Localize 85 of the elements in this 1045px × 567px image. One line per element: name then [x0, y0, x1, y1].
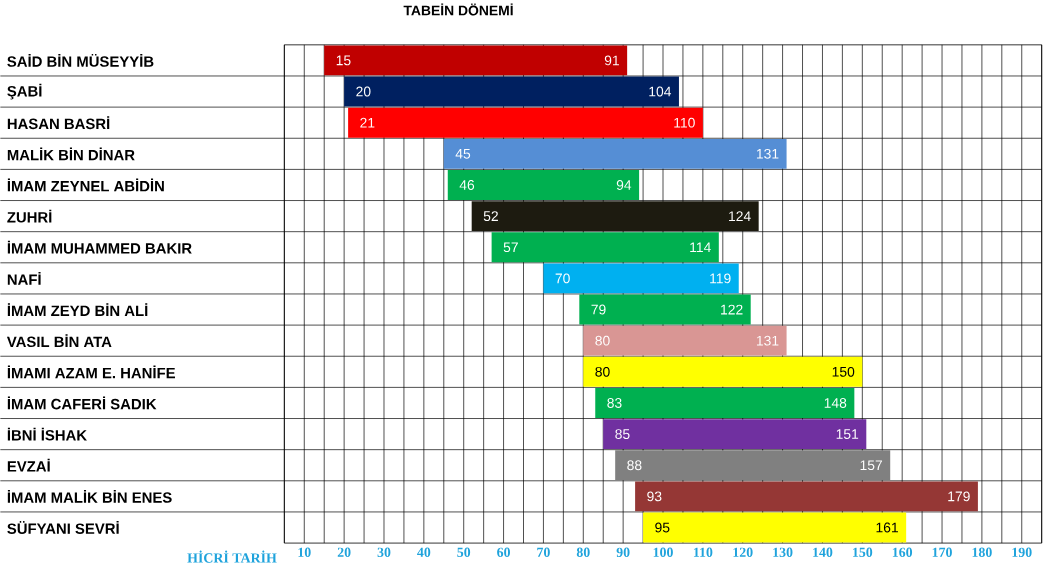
y-tick-label: İMAM CAFERİ SADIK	[7, 396, 157, 410]
bar	[491, 232, 719, 263]
annotation: 95	[655, 522, 670, 533]
x-tick-label: 10	[298, 547, 311, 557]
x-tick-label: 110	[693, 547, 713, 557]
annotation: 21	[360, 117, 375, 128]
x-tick-label: 70	[537, 547, 550, 557]
annotation: 124	[729, 211, 751, 221]
annotation: 70	[555, 273, 570, 284]
annotation: 45	[455, 148, 471, 159]
annotation: 122	[721, 304, 743, 315]
annotation: 119	[710, 273, 731, 284]
y-tick-label: SÜFYANI SEVRİ	[7, 521, 119, 534]
x-tick-label: 120	[733, 547, 753, 557]
bar	[447, 170, 640, 200]
y-tick-label: İMAM ZEYNEL ABİDİN	[7, 178, 164, 192]
y-tick-label: İMAMI AZAM E. HANİFE	[7, 365, 175, 379]
x-tick-label: 180	[972, 547, 992, 557]
bar	[635, 481, 978, 512]
annotation: 88	[627, 460, 642, 471]
y-tick-label: İBNİ İSHAK	[7, 427, 87, 441]
annotation: 151	[836, 429, 859, 439]
x-tick-label: 90	[616, 547, 630, 557]
annotation: 131	[756, 148, 779, 159]
bar	[595, 388, 855, 418]
bar	[603, 419, 867, 450]
x-tick-label: 80	[576, 547, 590, 557]
chart-title: TABEİN DÖNEMİ	[403, 3, 513, 16]
x-tick-label: 30	[377, 547, 391, 557]
y-tick-label: SAİD BİN MÜSEYYİB	[7, 53, 154, 67]
annotation: 15	[336, 55, 351, 66]
bar	[543, 263, 739, 294]
y-tick-label: EVZAİ	[7, 458, 50, 472]
annotation: 161	[876, 522, 898, 533]
x-tick-label: 140	[813, 547, 833, 557]
annotation: 80	[595, 366, 610, 377]
x-tick-label: 190	[1012, 547, 1032, 557]
bar	[324, 45, 628, 76]
annotation: 114	[690, 242, 711, 253]
y-tick-label: İMAM MALİK BİN ENES	[7, 489, 172, 503]
y-tick-label: İMAM ZEYD BİN ALİ	[7, 303, 148, 316]
bar	[643, 512, 907, 543]
bar	[348, 107, 703, 138]
annotation: 179	[948, 491, 970, 502]
bar	[583, 325, 787, 356]
annotation: 46	[459, 180, 475, 190]
bar	[471, 201, 759, 232]
y-tick-label: HASAN BASRİ	[7, 116, 110, 130]
x-tick-label: 170	[932, 547, 952, 557]
annotation: 85	[615, 429, 630, 440]
x-tick-label: 20	[337, 547, 351, 557]
annotation: 80	[595, 335, 610, 346]
annotation: 150	[832, 366, 855, 377]
bar	[583, 356, 863, 387]
bar	[443, 138, 787, 169]
annotation: 148	[824, 398, 847, 408]
x-tick-label: 60	[497, 547, 510, 557]
annotation: 110	[674, 117, 695, 128]
annotation: 157	[860, 460, 883, 471]
annotation: 93	[647, 491, 662, 502]
annotation: 94	[616, 180, 632, 190]
annotation: 131	[756, 335, 779, 346]
y-tick-label: ZUHRİ	[7, 209, 52, 223]
y-tick-label: ŞABİ	[7, 83, 42, 100]
annotation: 20	[356, 86, 371, 97]
x-tick-label: 50	[457, 547, 471, 557]
x-tick-label: 130	[773, 547, 793, 557]
x-tick-label: 150	[853, 547, 873, 557]
annotation: 57	[503, 242, 518, 253]
bar	[615, 450, 891, 481]
y-tick-label: NAFİ	[7, 272, 41, 285]
annotation: 52	[483, 211, 498, 222]
y-tick-label: İMAM MUHAMMED BAKIR	[7, 240, 192, 254]
x-axis-title: HİCRİ TARİH	[187, 550, 277, 563]
y-tick-label: MALİK BİN DİNAR	[7, 147, 135, 161]
bar	[344, 76, 679, 107]
annotation: 104	[649, 86, 672, 97]
bar	[579, 294, 751, 325]
x-tick-label: 160	[892, 547, 913, 557]
x-tick-label: 40	[417, 547, 431, 557]
annotation: 83	[607, 398, 622, 408]
y-tick-label: VASIL BİN ATA	[6, 334, 112, 348]
annotation: 79	[591, 304, 606, 315]
x-tick-label: 100	[653, 547, 673, 557]
annotation: 91	[604, 55, 619, 66]
